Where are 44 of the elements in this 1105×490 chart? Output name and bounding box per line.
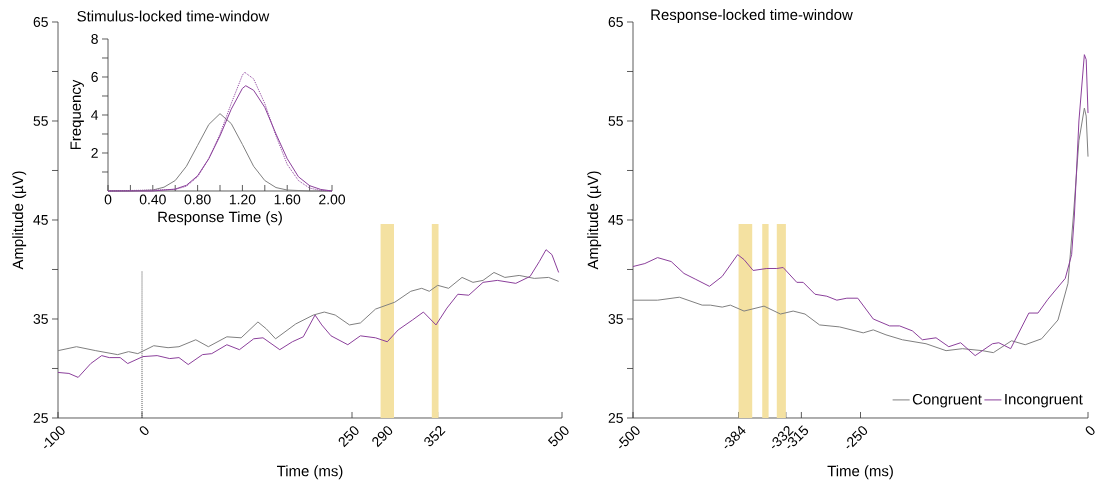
line-series <box>632 54 1089 357</box>
x-tick-label: 0 <box>1085 426 1095 436</box>
line-series <box>632 107 1089 354</box>
x-tick-label: -384 <box>724 425 746 449</box>
x-tick-label: 2.00 <box>319 194 346 205</box>
x-tick-label: -100 <box>44 426 65 449</box>
x-axis-title: Response Time (s) <box>158 211 282 226</box>
legend-label: Congruent <box>912 393 982 408</box>
chart-title: Response-locked time-window <box>651 9 853 23</box>
x-axis-title: Time (ms) <box>277 465 343 480</box>
y-tick-label: 55 <box>608 116 623 126</box>
x-tick-label: 0 <box>139 426 149 436</box>
y-axis-title: Amplitude (µV) <box>587 171 602 270</box>
x-tick-label: 1.60 <box>274 194 301 205</box>
y-tick-label: 35 <box>33 314 48 324</box>
x-tick-label: 1.20 <box>229 194 256 205</box>
x-tick-label: 290 <box>372 426 393 448</box>
line-series <box>57 249 560 378</box>
x-tick-label: 0 <box>104 194 112 205</box>
y-tick-label: 8 <box>91 34 98 44</box>
x-tick-label: 352 <box>424 426 446 447</box>
legend-label: Incongruent <box>1005 394 1083 408</box>
y-axis-title: Frequency <box>70 79 84 150</box>
y-tick-label: 4 <box>91 110 99 120</box>
line-series <box>57 271 560 356</box>
x-axis-title: Time (ms) <box>827 465 893 480</box>
y-tick-label: 45 <box>33 215 48 225</box>
x-tick-label: -250 <box>846 426 868 449</box>
x-tick-label: 0.80 <box>184 194 211 205</box>
y-tick-label: 45 <box>608 215 623 225</box>
y-tick-label: 25 <box>33 413 48 423</box>
y-tick-label: 2 <box>91 148 98 158</box>
chart-title: Stimulus-locked time-window <box>77 10 270 22</box>
y-tick-label: 55 <box>33 116 48 126</box>
y-tick-label: 65 <box>608 17 623 27</box>
y-tick-label: 6 <box>91 72 98 82</box>
y-tick-label: 35 <box>608 314 623 324</box>
x-tick-label: 250 <box>338 426 359 448</box>
y-axis-title: Amplitude (µV) <box>12 171 27 270</box>
x-tick-label: -500 <box>618 426 640 449</box>
x-tick-label: 500 <box>547 426 569 447</box>
x-tick-label: 0.40 <box>139 194 166 205</box>
y-tick-label: 25 <box>608 413 623 423</box>
y-tick-label: 65 <box>33 17 48 27</box>
